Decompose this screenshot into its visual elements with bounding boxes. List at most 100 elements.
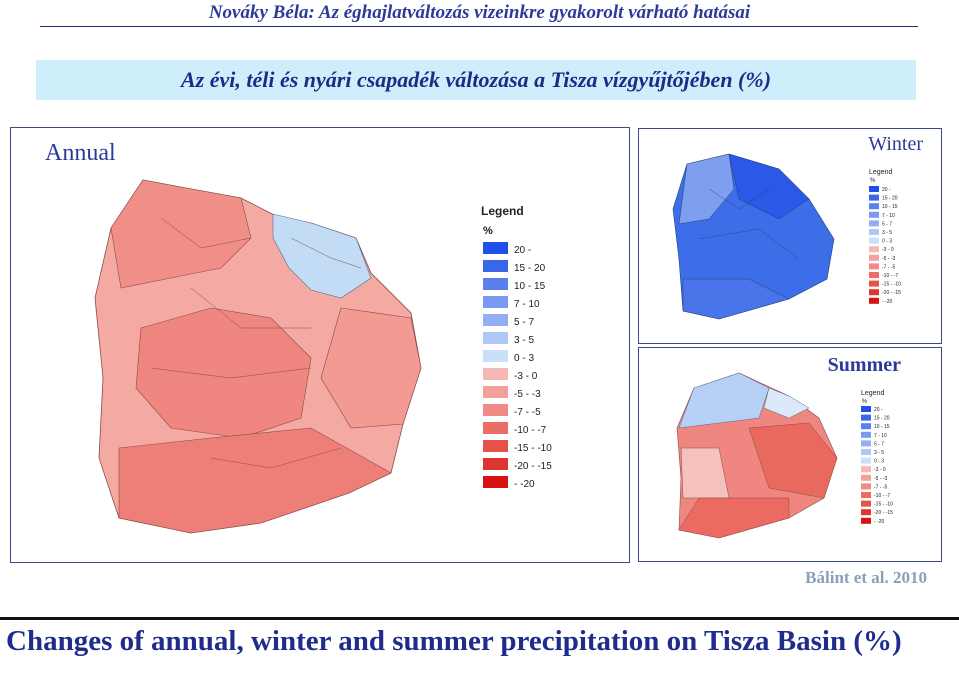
summer-legend-swatch	[861, 483, 871, 490]
annual-legend-swatch	[483, 404, 508, 416]
annual-legend-label: 7 - 10	[514, 299, 540, 310]
winter-legend-swatch	[869, 246, 879, 253]
winter-legend-label: 10 - 15	[882, 204, 898, 210]
summer-legend-label: 20 -	[874, 407, 883, 413]
winter-legend-label: 5 - 7	[882, 221, 892, 227]
annual-legend-label: 15 - 20	[514, 263, 546, 274]
summer-title: Summer	[827, 354, 901, 376]
annual-legend-label: -5 - -3	[514, 389, 541, 400]
winter-legend-swatch	[869, 220, 879, 227]
annual-legend-label: 0 - 3	[514, 353, 534, 364]
source-credit: Bálint et al. 2010	[805, 568, 927, 587]
annual-legend-label: -10 - -7	[514, 425, 547, 436]
annual-legend-label: -3 - 0	[514, 371, 538, 382]
winter-legend-label: 0 - 3	[882, 239, 892, 245]
annual-legend-swatch	[483, 278, 508, 290]
annual-legend-swatch	[483, 260, 508, 272]
winter-legend-title: Legend	[869, 169, 892, 176]
header-author: Nováky Béla: Az éghajlatváltozás vizeink…	[208, 2, 751, 23]
annual-legend-label: -20 - -15	[514, 461, 552, 472]
winter-legend-swatch	[869, 254, 879, 261]
winter-basin	[672, 153, 835, 320]
annual-legend-swatch	[483, 350, 508, 362]
legend-title: Legend	[481, 204, 524, 218]
summer-legend-title: Legend	[861, 390, 884, 397]
winter-legend-swatch	[869, 211, 879, 218]
annual-legend-label: - -20	[514, 479, 535, 490]
annual-legend-swatch	[483, 422, 508, 434]
annual-legend: Legend % 20 - 15 - 20 10 - 15 7 - 10 5 - 7 3 …	[481, 204, 552, 490]
summer-legend-label: -20 - -15	[874, 510, 893, 516]
winter-legend-label: -3 - 0	[882, 247, 894, 253]
summer-legend-label: 0 - 3	[874, 459, 884, 465]
annual-legend-swatch	[483, 368, 508, 380]
winter-legend-label: - -20	[882, 299, 893, 305]
annual-legend-swatch	[483, 242, 508, 254]
annual-title: Annual	[45, 140, 116, 166]
summer-legend-label: 5 - 7	[874, 441, 884, 447]
winter-legend-swatch	[869, 280, 879, 287]
summer-legend-swatch	[861, 492, 871, 498]
annual-legend-label: -15 - -10	[514, 443, 552, 454]
winter-legend-label: -7 - -5	[882, 264, 896, 270]
summer-legend-swatch	[861, 414, 871, 421]
region-central	[135, 307, 312, 439]
summer-legend-swatch	[861, 500, 871, 507]
winter-legend-swatch	[869, 237, 879, 244]
winter-legend-label: 15 - 20	[882, 196, 898, 202]
winter-legend-swatch	[869, 289, 879, 296]
annual-legend-label: 5 - 7	[514, 317, 534, 328]
annual-legend-label: 20 -	[514, 245, 531, 256]
winter-legend-label: -5 - -3	[882, 256, 896, 262]
annual-map-panel: Annual Legend % 20 - 15 - 20 10 - 15 7 - 10…	[10, 127, 630, 563]
winter-map: Legend % 20 - 15 - 20 10 - 15 7 - 10 5 - 7 3 …	[672, 153, 901, 320]
summer-legend-label: -10 - -7	[874, 493, 890, 499]
footer-caption: Changes of annual, winter and summer pre…	[6, 625, 902, 657]
summer-legend-swatch	[861, 457, 871, 464]
summer-legend-label: 3 - 5	[874, 450, 884, 456]
annual-legend-swatch	[483, 314, 508, 326]
summer-legend-label: 7 - 10	[874, 433, 887, 439]
annual-legend-label: 3 - 5	[514, 335, 534, 346]
footer-rule	[0, 617, 959, 620]
annual-legend-swatch	[483, 458, 508, 470]
summer-legend-label: -7 - -5	[874, 484, 888, 490]
winter-legend: Legend % 20 - 15 - 20 10 - 15 7 - 10 5 - 7 3 …	[869, 169, 901, 305]
legend-unit: %	[483, 225, 493, 237]
annual-legend-label: -7 - -5	[514, 407, 541, 418]
summer-map-panel: Summer Legend % 20 - 15 - 20 10 - 15 7 - 10…	[638, 347, 942, 562]
summer-legend-swatch	[861, 449, 871, 455]
annual-basin	[94, 179, 422, 534]
winter-legend-label: -20 - -15	[882, 290, 901, 296]
annual-legend-swatch	[483, 440, 508, 452]
winter-map-panel: Winter Legend % 20 - 15 - 20 10 - 15 7 - 10…	[638, 128, 942, 344]
winter-legend-swatch	[869, 194, 879, 201]
summer-legend-label: 15 - 20	[874, 416, 890, 422]
summer-legend-swatch	[861, 406, 871, 412]
annual-legend-swatch	[483, 332, 508, 344]
summer-legend-label: - -20	[874, 519, 885, 525]
winter-legend-unit: %	[870, 178, 876, 184]
winter-legend-swatch	[869, 229, 879, 235]
summer-legend-label: -3 - 0	[874, 467, 886, 473]
annual-legend-swatch	[483, 386, 508, 398]
winter-legend-swatch	[869, 203, 879, 210]
winter-legend-swatch	[869, 186, 879, 192]
summer-basin	[676, 372, 838, 539]
winter-legend-label: 20 -	[882, 187, 891, 193]
header-rule	[40, 26, 918, 27]
winter-legend-label: -15 - -10	[882, 282, 901, 288]
region-north-blue	[272, 213, 372, 299]
banner-title: Az évi, téli és nyári csapadék változása…	[36, 60, 916, 100]
annual-legend-label: 10 - 15	[514, 281, 546, 292]
winter-legend-label: -10 - -7	[882, 273, 898, 279]
winter-title: Winter	[868, 133, 923, 155]
winter-legend-swatch	[869, 272, 879, 278]
summer-legend-label: -5 - -3	[874, 476, 888, 482]
summer-legend-unit: %	[862, 399, 868, 405]
winter-legend-label: 3 - 5	[882, 230, 892, 236]
summer-map: Legend % 20 - 15 - 20 10 - 15 7 - 10 5 - 7 3 …	[676, 372, 893, 539]
annual-legend-swatch	[483, 296, 508, 308]
region-south	[118, 427, 392, 534]
summer-legend-swatch	[861, 440, 871, 447]
